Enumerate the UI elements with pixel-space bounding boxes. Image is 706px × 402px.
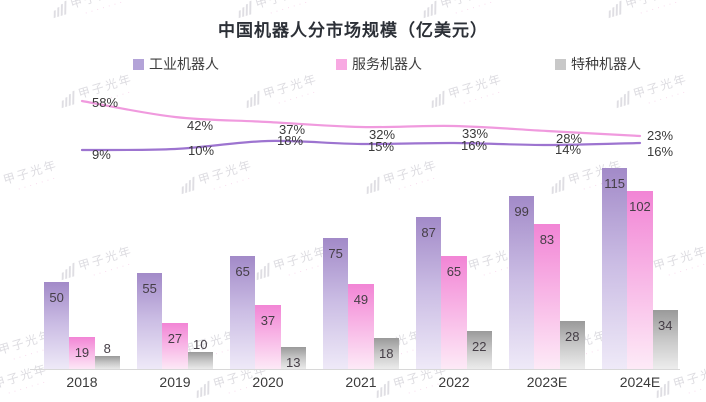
bar-特种机器人-2020 xyxy=(280,347,306,370)
growth-rate-label: 33% xyxy=(462,126,488,141)
bar-value-label: 50 xyxy=(49,290,64,305)
growth-rate-label: 15% xyxy=(368,139,394,154)
bar-服务机器人-2020 xyxy=(255,305,281,370)
bar-特种机器人-2023E xyxy=(559,321,585,370)
bar-工业机器人-2021 xyxy=(323,238,349,370)
legend-item-2[interactable]: 服务机器人 xyxy=(336,54,422,74)
legend-swatch-icon xyxy=(555,58,566,70)
growth-rate-label: 16% xyxy=(461,138,487,153)
bar-服务机器人-2019 xyxy=(162,323,188,370)
growth-rate-label: 58% xyxy=(92,95,118,110)
bar-value-label: 87 xyxy=(421,225,436,240)
bar-value-label: 37 xyxy=(260,313,276,328)
bar-value-label: 19 xyxy=(74,345,90,360)
legend-swatch-icon xyxy=(133,58,144,70)
growth-rate-label: 32% xyxy=(369,127,395,142)
bar-工业机器人-2023E xyxy=(509,196,535,370)
bar-服务机器人-2023E xyxy=(534,224,560,370)
x-axis-label-2019: 2019 xyxy=(159,374,191,390)
growth-rate-label: 16% xyxy=(647,144,673,159)
bar-value-label: 34 xyxy=(658,318,673,333)
bar-特种机器人-2022 xyxy=(466,331,492,370)
bar-特种机器人-2021 xyxy=(373,338,399,370)
bar-服务机器人-2021 xyxy=(348,284,374,370)
bar-value-label: 22 xyxy=(472,339,487,354)
legend-label: 工业机器人 xyxy=(149,56,219,72)
bar-服务机器人-2018 xyxy=(69,337,95,370)
bar-value-label: 28 xyxy=(565,329,580,344)
growth-rate-label: 23% xyxy=(647,128,673,143)
bar-value-label: 75 xyxy=(328,246,343,261)
bar-特种机器人-2024E xyxy=(652,310,678,370)
bar-value-label: 65 xyxy=(235,264,250,279)
growth-rate-label: 14% xyxy=(555,142,581,157)
bar-value-label: 99 xyxy=(514,204,529,219)
bar-工业机器人-2018 xyxy=(44,282,70,370)
bar-工业机器人-2022 xyxy=(416,217,442,370)
x-axis-label-2023E: 2023E xyxy=(526,374,568,390)
growth-rate-label: 28% xyxy=(556,131,582,146)
legend-label: 特种机器人 xyxy=(571,56,641,72)
bar-value-label: 102 xyxy=(629,199,651,214)
bar-value-label: 65 xyxy=(446,264,462,279)
legend-item-1[interactable]: 工业机器人 xyxy=(133,54,219,74)
bar-value-label: 18 xyxy=(379,346,394,361)
x-axis-label-2021: 2021 xyxy=(345,374,377,390)
bar-value-label: 55 xyxy=(142,281,157,296)
x-axis-label-2018: 2018 xyxy=(66,374,98,390)
x-axis-label-2020: 2020 xyxy=(252,374,284,390)
chart-title: 中国机器人分市场规模（亿美元） xyxy=(218,21,488,40)
bar-value-label: 8 xyxy=(103,341,111,356)
x-axis-line xyxy=(30,369,680,370)
legend-label: 服务机器人 xyxy=(352,56,422,72)
growth-rate-label: 9% xyxy=(92,147,111,162)
x-axis-label-2024E: 2024E xyxy=(619,374,661,390)
legend-item-3[interactable]: 特种机器人 xyxy=(555,54,641,74)
bar-value-label: 27 xyxy=(167,331,183,346)
bar-value-label: 83 xyxy=(539,232,555,247)
bar-特种机器人-2019 xyxy=(187,352,213,370)
growth-rate-label: 10% xyxy=(188,143,214,158)
bar-工业机器人-2020 xyxy=(230,256,256,370)
growth-rate-label: 37% xyxy=(279,122,305,137)
bar-工业机器人-2019 xyxy=(137,273,163,370)
purple_line xyxy=(80,139,642,152)
pink_line xyxy=(80,99,642,138)
bar-服务机器人-2022 xyxy=(441,256,467,370)
bar-特种机器人-2018 xyxy=(94,356,120,370)
growth-rate-label: 42% xyxy=(187,118,213,133)
bar-value-label: 115 xyxy=(604,176,626,191)
x-axis-label-2022: 2022 xyxy=(438,374,470,390)
bar-value-label: 10 xyxy=(193,337,208,352)
legend-swatch-icon xyxy=(336,58,347,70)
bar-工业机器人-2024E xyxy=(602,168,628,370)
growth-rate-label: 18% xyxy=(277,133,303,148)
bar-服务机器人-2024E xyxy=(627,191,653,370)
bar-value-label: 13 xyxy=(286,355,301,370)
bar-value-label: 49 xyxy=(353,292,369,307)
